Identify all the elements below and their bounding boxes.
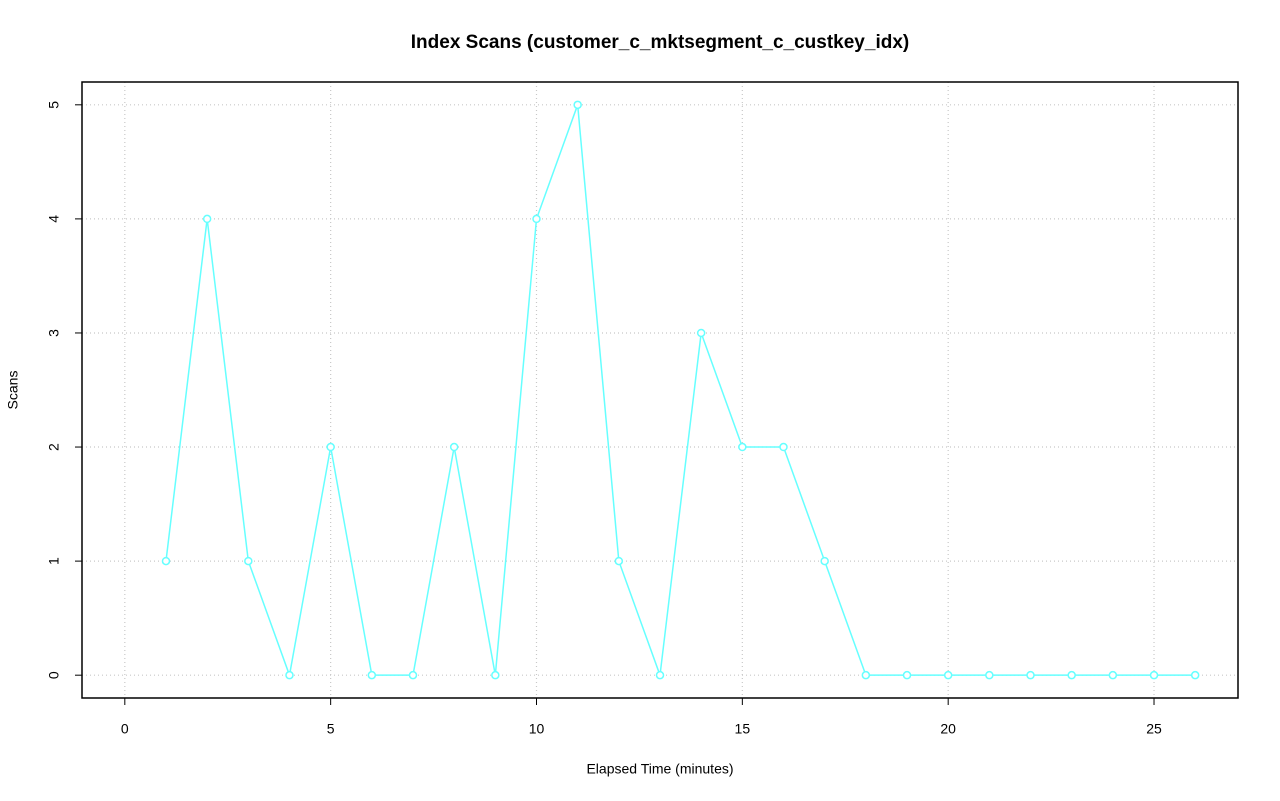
data-point (491, 670, 500, 680)
y-tick-label: 4 (46, 215, 62, 223)
y-tick-label: 2 (46, 443, 62, 451)
x-tick-label: 10 (529, 721, 545, 737)
data-point (1026, 670, 1035, 680)
data-point (408, 670, 418, 680)
data-point (244, 556, 253, 566)
data-point (738, 442, 747, 452)
chart-title: Index Scans (customer_c_mktsegment_c_cus… (411, 32, 909, 53)
data-point (943, 670, 953, 680)
x-tick-label: 20 (940, 721, 956, 737)
data-point (1067, 670, 1076, 680)
y-tick-label: 0 (46, 671, 62, 679)
data-point (655, 670, 665, 680)
data-point (202, 214, 212, 224)
data-point (902, 670, 912, 680)
data-point (367, 670, 377, 680)
data-point (326, 442, 335, 452)
data-point (573, 100, 582, 110)
data-point (1108, 670, 1118, 680)
data-point (779, 442, 788, 452)
x-tick-label: 15 (735, 721, 751, 737)
series-line (165, 104, 1196, 679)
x-axis-label: Elapsed Time (minutes) (586, 761, 733, 777)
x-tick-label: 5 (327, 721, 335, 737)
data-point (285, 670, 294, 680)
data-point (985, 670, 994, 680)
y-tick-label: 1 (46, 557, 62, 565)
data-point (449, 442, 459, 452)
data-point (1190, 670, 1200, 680)
data-point (1149, 670, 1159, 680)
x-tick-label: 0 (121, 721, 129, 737)
data-point (820, 556, 829, 566)
plot-frame (81, 81, 1239, 699)
y-axis-label: Scans (5, 371, 21, 410)
y-tick-label: 5 (46, 101, 62, 109)
y-tick-label: 3 (46, 329, 62, 337)
data-point (614, 556, 624, 566)
data-point (861, 670, 871, 680)
x-tick-label: 25 (1146, 721, 1162, 737)
data-point (696, 328, 706, 338)
data-point (532, 214, 541, 224)
data-point (161, 556, 171, 566)
